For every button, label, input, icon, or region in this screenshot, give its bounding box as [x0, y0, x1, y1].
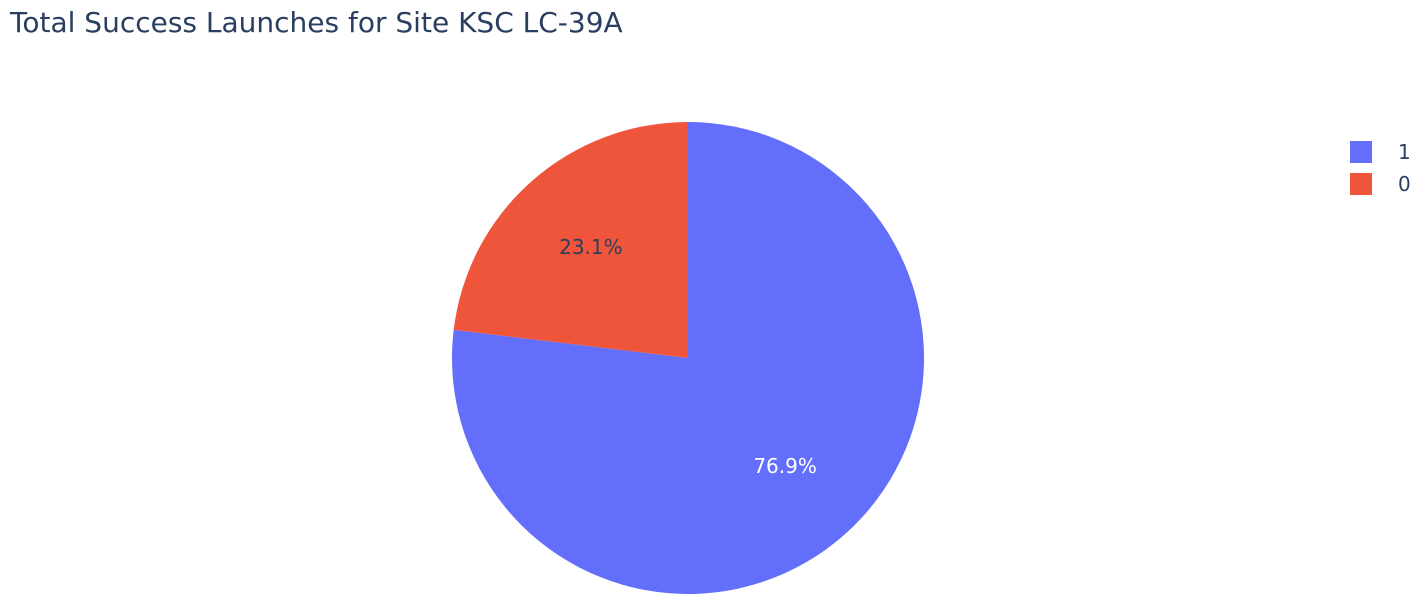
legend-label-0: 0	[1398, 172, 1411, 196]
pie-label-0: 23.1%	[559, 235, 623, 259]
pie-labels: 76.9% 23.1%	[559, 235, 817, 478]
pie-slices	[451, 122, 925, 594]
legend-item-1[interactable]: 1	[1350, 136, 1411, 168]
legend-label-1: 1	[1398, 140, 1411, 164]
legend-swatch-0	[1350, 173, 1372, 195]
legend-swatch-1	[1350, 141, 1372, 163]
chart-title: Total Success Launches for Site KSC LC-3…	[10, 6, 623, 39]
pie-label-1: 76.9%	[753, 454, 817, 478]
pie-slice-0[interactable]	[453, 122, 688, 358]
legend-item-0[interactable]: 0	[1350, 168, 1411, 200]
legend: 1 0	[1350, 136, 1411, 200]
